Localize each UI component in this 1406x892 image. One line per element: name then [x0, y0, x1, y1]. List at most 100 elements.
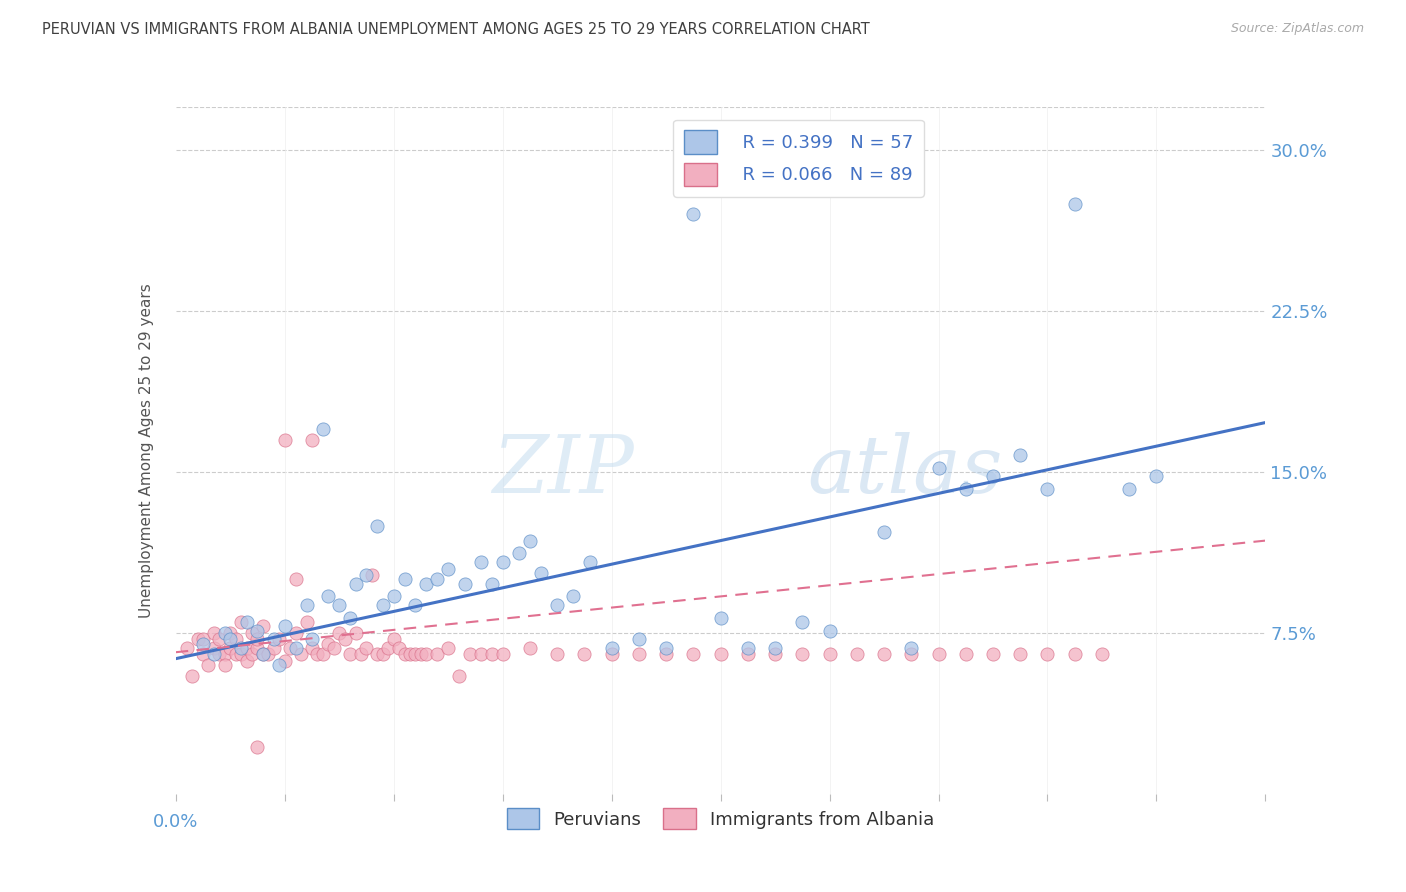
- Point: [399, 648, 422, 662]
- Y-axis label: Unemployment Among Ages 25 to 29 years: Unemployment Among Ages 25 to 29 years: [139, 283, 155, 618]
- Point: [312, 648, 335, 662]
- Point: [627, 648, 650, 662]
- Point: [225, 648, 247, 662]
- Point: [356, 568, 378, 582]
- Point: [1036, 648, 1059, 662]
- Point: [284, 626, 307, 640]
- Point: [1144, 469, 1167, 483]
- Point: [377, 640, 399, 655]
- Point: [981, 648, 1004, 662]
- Point: [328, 626, 350, 640]
- Point: [682, 648, 704, 662]
- Point: [214, 626, 236, 640]
- Point: [371, 648, 394, 662]
- Point: [394, 572, 416, 586]
- Point: [295, 615, 318, 630]
- Point: [1010, 448, 1032, 462]
- Point: [274, 433, 297, 447]
- Point: [235, 654, 257, 668]
- Point: [269, 632, 291, 647]
- Point: [530, 566, 553, 580]
- Point: [191, 648, 214, 662]
- Point: [955, 648, 977, 662]
- Point: [318, 637, 340, 651]
- Point: [453, 576, 475, 591]
- Point: [1091, 648, 1114, 662]
- Point: [579, 555, 602, 569]
- Point: [562, 590, 585, 604]
- Point: [409, 648, 432, 662]
- Text: ZIP: ZIP: [492, 433, 633, 510]
- Point: [366, 518, 388, 533]
- Point: [981, 469, 1004, 483]
- Point: [214, 658, 236, 673]
- Point: [181, 669, 204, 683]
- Point: [240, 648, 263, 662]
- Point: [322, 640, 344, 655]
- Point: [301, 433, 323, 447]
- Point: [900, 640, 922, 655]
- Point: [682, 207, 704, 221]
- Point: [301, 632, 323, 647]
- Point: [246, 624, 269, 638]
- Point: [492, 648, 515, 662]
- Point: [955, 482, 977, 496]
- Point: [208, 632, 231, 647]
- Point: [1118, 482, 1140, 496]
- Point: [328, 598, 350, 612]
- Point: [710, 611, 733, 625]
- Point: [481, 576, 503, 591]
- Point: [197, 658, 219, 673]
- Point: [371, 598, 394, 612]
- Point: [339, 611, 361, 625]
- Point: [240, 626, 263, 640]
- Point: [382, 632, 405, 647]
- Point: [928, 648, 950, 662]
- Point: [710, 648, 733, 662]
- Point: [350, 648, 373, 662]
- Point: [873, 648, 896, 662]
- Point: [763, 640, 786, 655]
- Point: [546, 598, 568, 612]
- Point: [284, 572, 307, 586]
- Point: [627, 632, 650, 647]
- Point: [470, 648, 492, 662]
- Point: [186, 632, 209, 647]
- Point: [492, 555, 515, 569]
- Point: [1063, 648, 1085, 662]
- Point: [191, 637, 214, 651]
- Point: [252, 648, 274, 662]
- Point: [600, 648, 623, 662]
- Point: [274, 654, 297, 668]
- Point: [546, 648, 568, 662]
- Point: [394, 648, 416, 662]
- Point: [318, 590, 340, 604]
- Point: [219, 640, 242, 655]
- Point: [219, 626, 242, 640]
- Point: [202, 626, 225, 640]
- Point: [1036, 482, 1059, 496]
- Point: [737, 640, 759, 655]
- Point: [246, 632, 269, 647]
- Point: [290, 648, 312, 662]
- Point: [388, 640, 411, 655]
- Point: [202, 640, 225, 655]
- Point: [405, 648, 427, 662]
- Point: [928, 460, 950, 475]
- Point: [437, 561, 460, 575]
- Point: [269, 658, 291, 673]
- Point: [792, 615, 814, 630]
- Point: [900, 648, 922, 662]
- Text: PERUVIAN VS IMMIGRANTS FROM ALBANIA UNEMPLOYMENT AMONG AGES 25 TO 29 YEARS CORRE: PERUVIAN VS IMMIGRANTS FROM ALBANIA UNEM…: [42, 22, 870, 37]
- Point: [176, 640, 198, 655]
- Point: [382, 590, 405, 604]
- Point: [1010, 648, 1032, 662]
- Point: [307, 648, 329, 662]
- Point: [246, 640, 269, 655]
- Point: [263, 640, 285, 655]
- Point: [415, 576, 437, 591]
- Point: [191, 632, 214, 647]
- Point: [792, 648, 814, 662]
- Point: [284, 640, 307, 655]
- Point: [231, 648, 253, 662]
